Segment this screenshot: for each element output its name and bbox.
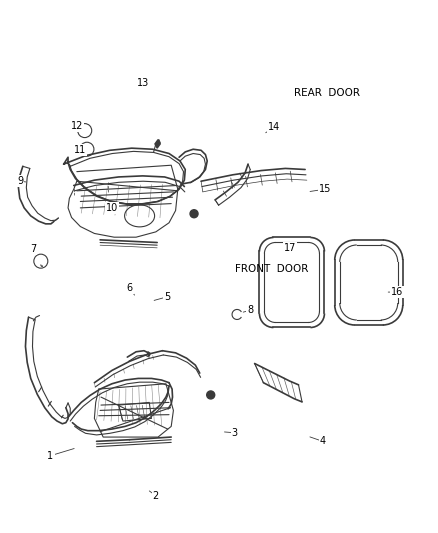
Text: 8: 8: [247, 305, 253, 315]
Text: 5: 5: [163, 292, 170, 302]
Text: 12: 12: [71, 122, 83, 131]
Polygon shape: [147, 352, 150, 356]
Text: 7: 7: [30, 245, 36, 254]
Text: 14: 14: [268, 122, 280, 132]
Text: 17: 17: [283, 243, 295, 253]
Circle shape: [206, 391, 214, 399]
Text: 2: 2: [152, 491, 159, 500]
Text: 15: 15: [318, 184, 330, 194]
Text: 13: 13: [136, 78, 148, 87]
Text: 10: 10: [106, 203, 118, 213]
Circle shape: [190, 209, 198, 218]
Text: 6: 6: [126, 283, 132, 293]
Text: REAR  DOOR: REAR DOOR: [293, 88, 359, 98]
Polygon shape: [155, 140, 160, 148]
Text: 3: 3: [231, 428, 237, 438]
Text: 16: 16: [390, 287, 403, 297]
Text: 1: 1: [47, 451, 53, 461]
Text: 4: 4: [319, 437, 325, 446]
Text: FRONT  DOOR: FRONT DOOR: [234, 264, 307, 274]
Text: 11: 11: [74, 146, 86, 155]
Text: 9: 9: [17, 176, 23, 186]
